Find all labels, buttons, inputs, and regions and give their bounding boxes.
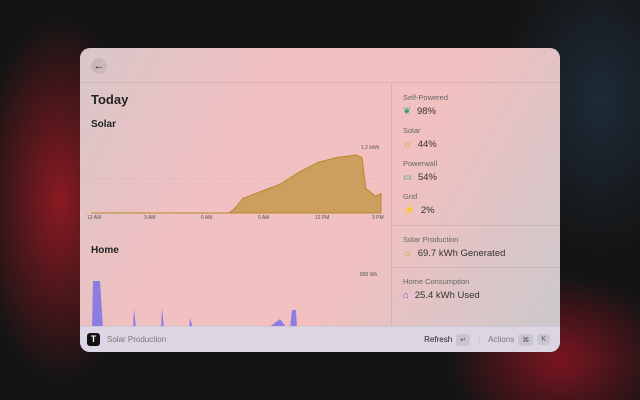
back-button[interactable]: ← [91,58,107,74]
enter-key: ↵ [456,333,471,346]
sun-icon: ☼ [403,248,412,259]
tesla-logo-icon: T [87,333,100,346]
x-tick: 9 AM [258,215,270,221]
k-key: K [537,334,550,345]
stats-panel: Self-Powered ❦ 98% Solar ☼ 44% Powerwall ▭ 54% Gr… [391,84,560,326]
home-chart-title: Home [91,245,119,256]
sun-icon: ☼ [403,139,412,150]
charts-panel: Today Solar 1.2 kWh 12 AM 3 AM 6 AM 9 AM 12 … [80,84,391,326]
x-tick: 3 AM [144,215,156,221]
x-tick: 12 PM [315,215,330,221]
stat-grid: Grid ⚡ 2% [403,192,560,216]
stat-label: Self-Powered [403,93,449,102]
stat-value: 2% [420,205,435,216]
refresh-button[interactable]: Refresh [424,335,453,344]
stat-value: 98% [416,106,436,117]
home-max-label: 855 Wh [360,272,378,278]
stat-self-powered: Self-Powered ❦ 98% [403,93,560,117]
cmd-key: ⌘ [518,333,534,346]
stat-value: 54% [417,172,437,183]
solar-max-label: 1.2 kWh [361,145,380,151]
house-icon: ⌂ [403,290,409,301]
stat-value: 44% [417,139,437,150]
arrow-left-icon: ← [93,60,105,72]
extension-window: ← Today Solar 1.2 kWh 12 AM 3 AM 6 AM 9 AM 1… [80,48,560,352]
x-tick: 6 AM [201,215,213,221]
action-bar: T Solar Production Refresh ↵ | Actions ⌘… [80,326,560,352]
stat-label: Solar [403,126,421,135]
stat-solar: Solar ☼ 44% [403,126,560,150]
stat-label: Powerwall [403,159,438,168]
page-title: Today [91,92,129,107]
solar-chart-title: Solar [91,119,117,130]
leaf-icon: ❦ [403,106,411,117]
stat-powerwall: Powerwall ▭ 54% [403,159,560,183]
battery-icon: ▭ [403,172,412,183]
solar-area [91,154,382,214]
stat-label: Grid [403,192,418,201]
solar-production-section: Solar Production ☼ 69.7 kWh Generated [392,225,560,267]
solar-production-label: Solar Production [403,235,459,244]
solar-production-value: 69.7 kWh Generated [417,248,506,259]
solar-chart [90,154,382,214]
home-consumption-section: Home Consumption ⌂ 25.4 kWh Used [392,267,560,309]
home-consumption-value: 25.4 kWh Used [414,290,480,301]
actions-button[interactable]: Actions [488,335,515,344]
x-tick: 3 PM [372,215,384,221]
home-chart [92,281,297,326]
home-area [92,281,297,326]
home-consumption-label: Home Consumption [403,277,470,286]
footer-title: Solar Production [107,335,167,344]
x-tick: 12 AM [87,215,102,221]
plug-icon: ⚡ [403,205,415,216]
top-bar: ← [80,48,560,83]
